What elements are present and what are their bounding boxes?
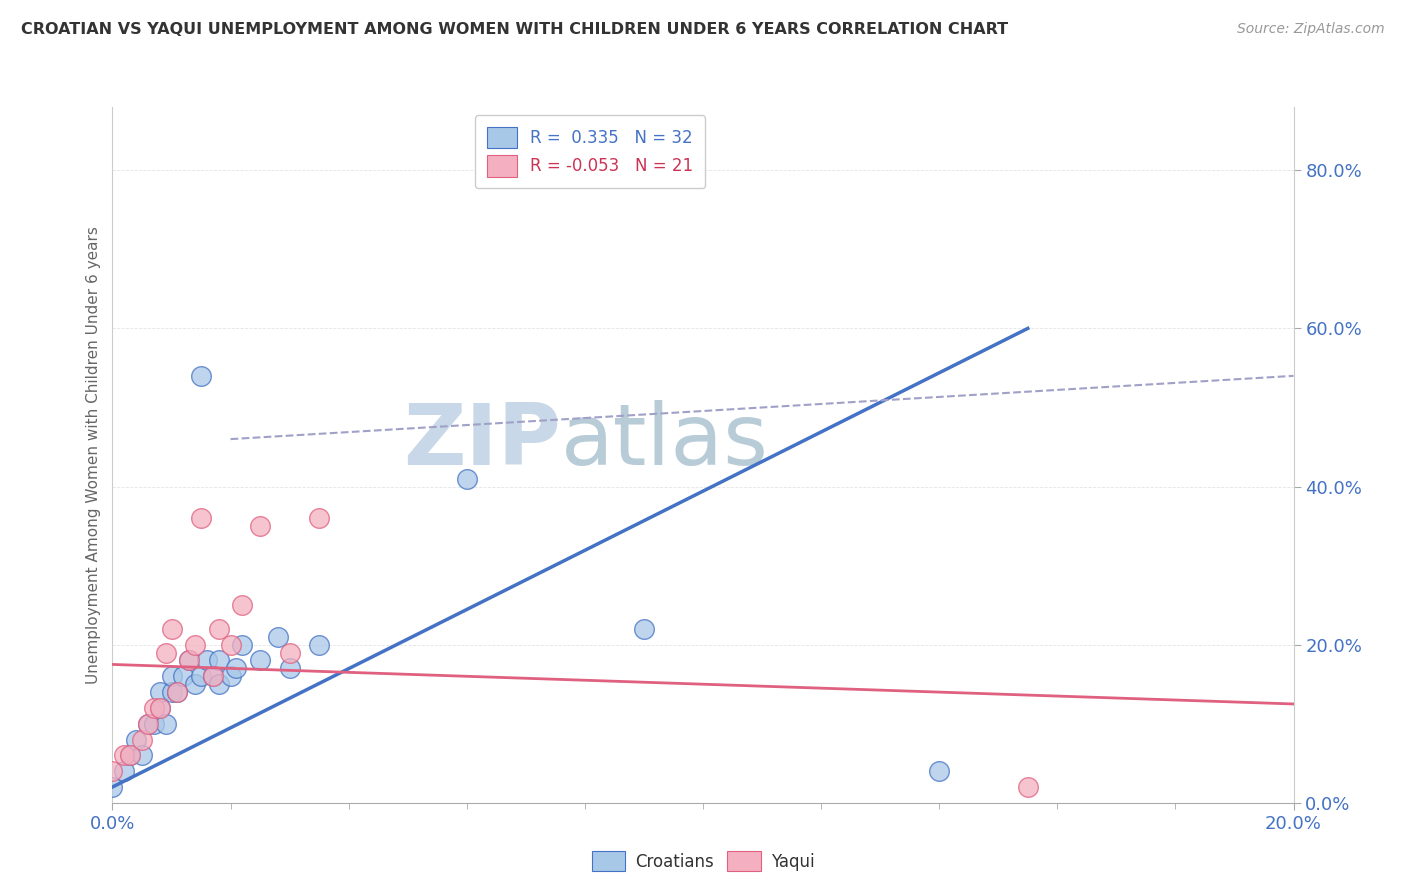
Point [160, 669, 183, 683]
Point [112, 748, 135, 763]
Point [166, 685, 188, 699]
Point [120, 748, 142, 763]
Point [928, 764, 950, 779]
Point [278, 661, 301, 675]
Point [208, 653, 231, 667]
Point [219, 669, 242, 683]
Point [155, 716, 177, 731]
Point [149, 701, 172, 715]
Text: atlas: atlas [561, 400, 769, 483]
Point [308, 638, 330, 652]
Point [131, 748, 153, 763]
Point [179, 653, 201, 667]
Point [112, 764, 135, 779]
Point [142, 716, 165, 731]
Point [160, 622, 183, 636]
Point [136, 716, 159, 731]
Point [184, 677, 207, 691]
Point [633, 622, 655, 636]
Point [131, 732, 153, 747]
Point [101, 780, 124, 794]
Point [149, 685, 172, 699]
Point [179, 653, 201, 667]
Point [1017, 780, 1039, 794]
Point [101, 764, 124, 779]
Point [225, 661, 247, 675]
Legend: Croatians, Yaqui: Croatians, Yaqui [585, 845, 821, 878]
Point [160, 685, 183, 699]
Point [267, 630, 290, 644]
Point [190, 669, 212, 683]
Point [231, 598, 253, 612]
Point [184, 638, 207, 652]
Point [249, 653, 271, 667]
Text: CROATIAN VS YAQUI UNEMPLOYMENT AMONG WOMEN WITH CHILDREN UNDER 6 YEARS CORRELATI: CROATIAN VS YAQUI UNEMPLOYMENT AMONG WOM… [21, 22, 1008, 37]
Point [456, 472, 478, 486]
Point [136, 716, 159, 731]
Text: Source: ZipAtlas.com: Source: ZipAtlas.com [1237, 22, 1385, 37]
Point [172, 669, 194, 683]
Point [201, 669, 224, 683]
Point [308, 511, 330, 525]
Point [219, 638, 242, 652]
Point [142, 701, 165, 715]
Point [155, 646, 177, 660]
Point [149, 701, 172, 715]
Point [190, 368, 212, 383]
Point [201, 669, 224, 683]
Point [231, 638, 253, 652]
Point [195, 653, 218, 667]
Point [208, 677, 231, 691]
Point [278, 646, 301, 660]
Point [249, 519, 271, 533]
Point [125, 732, 148, 747]
Point [190, 511, 212, 525]
Y-axis label: Unemployment Among Women with Children Under 6 years: Unemployment Among Women with Children U… [86, 226, 101, 684]
Point [166, 685, 188, 699]
Text: ZIP: ZIP [404, 400, 561, 483]
Point [120, 748, 142, 763]
Point [208, 622, 231, 636]
